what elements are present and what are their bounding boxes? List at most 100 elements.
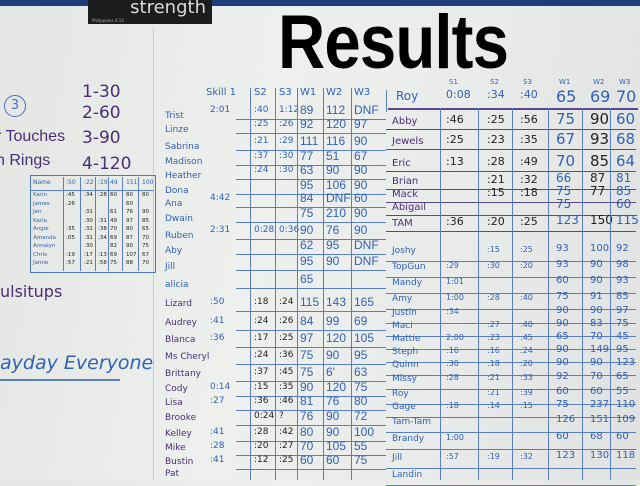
right-table-cell: :16 — [487, 346, 500, 355]
middle-table-header: W3 — [354, 87, 371, 98]
middle-table-cell: 84 — [300, 191, 314, 205]
middle-table-cell: 77 — [300, 149, 314, 163]
right-table-cell: :45 — [520, 333, 533, 342]
middle-table-cell: 90 — [354, 134, 368, 148]
middle-table-cell: 76 — [326, 223, 340, 237]
right-table-cell: 92 — [616, 243, 629, 254]
small-table-column-line — [95, 177, 96, 271]
middle-table-cell: :35 — [279, 382, 294, 392]
right-table-cell: 70 — [590, 331, 603, 342]
middle-table-cell: 75 — [354, 380, 368, 394]
small-table-header: 49 — [110, 179, 118, 186]
athlete-name: Justin — [392, 308, 417, 318]
right-table-row-line — [386, 417, 636, 418]
right-table-cell: 100 — [590, 243, 610, 254]
right-table-cell: 70 — [556, 152, 576, 170]
right-table-cell: :56 — [520, 113, 538, 126]
middle-table-header: S2 — [254, 87, 267, 98]
middle-table-cell: 55 — [354, 439, 368, 453]
athlete-name: Brooke — [165, 413, 197, 423]
right-table-row-line — [386, 375, 636, 376]
middle-table-cell: 90 — [326, 254, 340, 268]
small-table-cell: 69 — [110, 251, 117, 258]
right-table-cell: 83 — [590, 318, 603, 329]
situps-note: ulsitups — [0, 282, 63, 301]
middle-table-cell: 95 — [300, 178, 314, 192]
right-table-cell: :20 — [520, 359, 533, 368]
middle-table-column-line — [250, 88, 251, 480]
middle-table-cell: DNF — [354, 103, 379, 117]
small-table-cell: :19 — [66, 251, 75, 258]
middle-table-cell: 90 — [300, 223, 314, 237]
middle-table-row-line — [236, 381, 386, 382]
small-table-cell: :30 — [84, 217, 93, 224]
middle-table-cell: :25 — [254, 119, 269, 129]
small-table-cell: 88 — [126, 260, 133, 266]
middle-table-cell: 97 — [354, 117, 368, 131]
middle-table-cell: 76 — [300, 409, 314, 423]
middle-table-cell: 143 — [326, 295, 347, 309]
right-table-cell: :36 — [446, 215, 464, 228]
middle-table-cell: :36 — [210, 333, 225, 343]
greeting-note: ayday Everyone — [0, 352, 154, 374]
middle-table-cell: 75 — [300, 365, 314, 379]
right-table-cell: 75 — [556, 291, 569, 302]
small-table-cell: Karla — [33, 217, 48, 224]
middle-table-row-line — [236, 194, 386, 195]
sign-text: strength — [130, 0, 206, 18]
athlete-name: Linze — [165, 125, 189, 135]
right-table-row-line — [386, 202, 636, 203]
middle-table-row-line — [236, 150, 386, 151]
right-table-cell: :40 — [520, 293, 533, 302]
middle-table-cell: :12 — [254, 455, 269, 465]
middle-table-cell: :40 — [254, 105, 269, 115]
right-table-cell: :20 — [520, 261, 533, 270]
right-table-cell: 90 — [556, 318, 569, 329]
right-table-cell: 90 — [590, 305, 603, 316]
athlete-name: Audrey — [165, 318, 197, 328]
middle-table-column-line — [275, 88, 276, 480]
right-table-cell: 77 — [590, 184, 606, 198]
right-table-cell: :15 — [520, 401, 533, 410]
sign-verse: Philippians 4:13 — [92, 18, 124, 23]
middle-table-cell: 115 — [300, 295, 320, 309]
right-table-cell: 97 — [616, 305, 629, 316]
middle-table-cell: :27 — [210, 396, 225, 406]
right-table-cell: :13 — [446, 155, 464, 168]
middle-table-row-line — [236, 469, 386, 470]
right-table-row-line — [386, 231, 636, 232]
right-table-cell: 93 — [556, 259, 569, 270]
middle-table-cell: :36 — [254, 396, 269, 406]
scale-4: 4-120 — [82, 154, 132, 174]
small-table-cell: 75 — [110, 260, 117, 266]
board-top-frame — [0, 0, 640, 6]
right-table-cell: 87 — [590, 171, 606, 185]
middle-table-cell: 60 — [354, 191, 368, 205]
middle-table-header: W2 — [326, 87, 343, 98]
middle-table-cell: 84 — [300, 314, 314, 328]
small-table-cell: :34 — [84, 192, 93, 198]
right-table-cell: :32 — [520, 173, 538, 186]
right-table-cell: 150 — [590, 213, 613, 227]
athlete-name: Heather — [165, 171, 202, 181]
middle-table-cell: 120 — [326, 117, 347, 131]
right-table-row-line — [386, 215, 636, 216]
small-table-cell: :28 — [98, 192, 107, 198]
middle-table-cell: 2:01 — [210, 105, 231, 115]
middle-table-cell: 72 — [354, 409, 368, 423]
right-table-cell: :14 — [487, 401, 500, 410]
middle-table-column-line — [323, 88, 324, 480]
middle-table-cell: :17 — [254, 333, 269, 343]
right-table-cell: 115 — [616, 213, 639, 227]
middle-table-cell: 165 — [354, 295, 375, 309]
right-table-cell: :21 — [487, 388, 500, 397]
right-table-cell: :57 — [446, 452, 459, 461]
athlete-name: Jill — [392, 453, 403, 463]
middle-table-row-line — [236, 133, 386, 134]
right-table-cell: :30 — [446, 359, 459, 368]
right-table-cell: 237 — [590, 399, 610, 410]
right-table-cell: 60 — [556, 386, 569, 397]
right-table-cell: 123 — [556, 213, 579, 227]
right-table-cell: 75 — [556, 110, 576, 128]
middle-table-cell: 120 — [326, 331, 347, 345]
